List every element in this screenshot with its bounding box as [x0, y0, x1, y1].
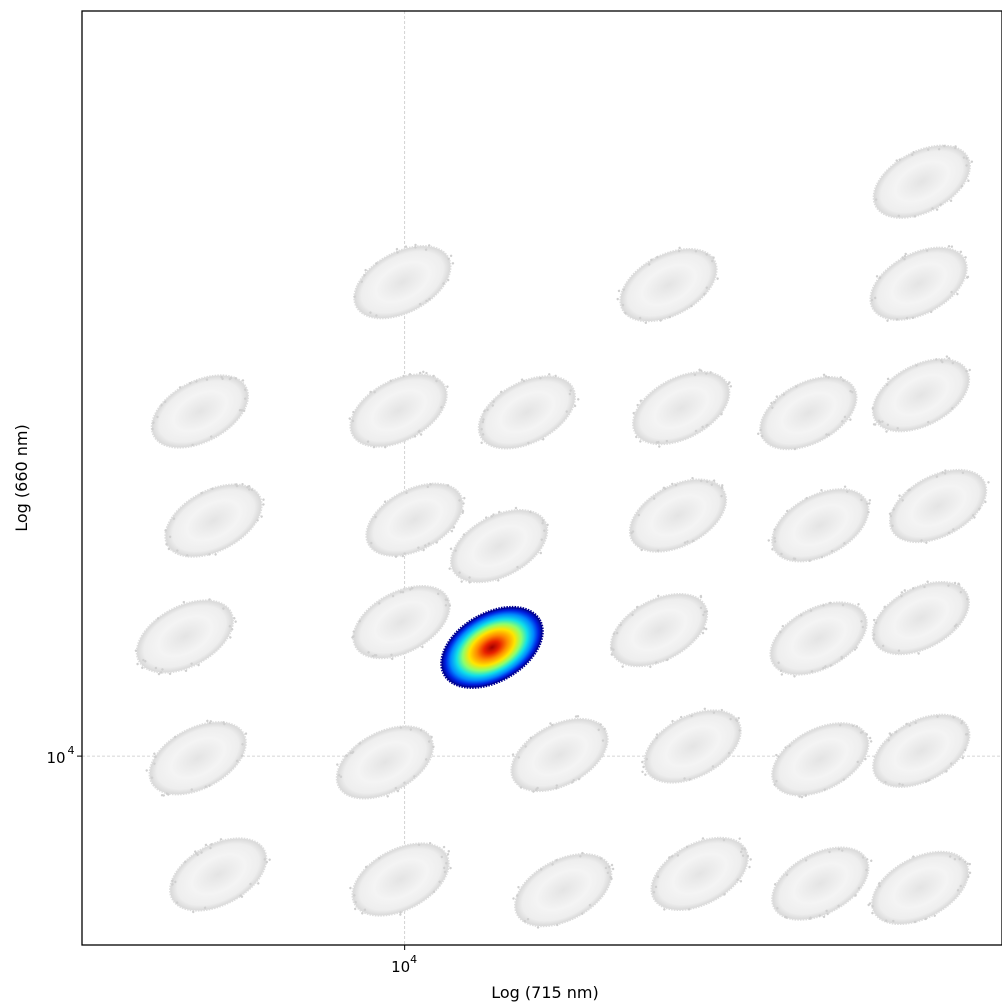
cluster-point — [872, 144, 974, 219]
ticks: 10 410 4 — [46, 744, 417, 976]
cluster-point — [164, 483, 265, 558]
cluster-point — [134, 598, 237, 676]
cluster-point — [353, 243, 455, 320]
x-tick-exponent: 4 — [410, 953, 417, 966]
cluster-point — [150, 374, 250, 449]
cluster-point — [365, 482, 466, 558]
cluster-point — [641, 707, 742, 784]
cluster-point — [872, 713, 971, 788]
cluster-point — [771, 722, 873, 799]
cluster-point — [609, 592, 709, 669]
plot-frame — [81, 10, 1002, 946]
cluster-point — [769, 601, 868, 678]
cluster-point — [771, 846, 873, 921]
cluster-point — [888, 468, 990, 544]
cluster-point — [871, 580, 970, 656]
clusters — [134, 144, 990, 929]
highlighted-cluster — [440, 605, 544, 689]
cluster-point — [767, 485, 872, 563]
cluster-point — [349, 841, 452, 917]
cluster-point — [628, 476, 728, 553]
cluster-point — [512, 851, 615, 929]
x-tick-label: 10 — [391, 958, 410, 976]
y-axis-label: Log (660 nm) — [12, 424, 31, 532]
cluster-point — [145, 719, 248, 797]
cluster-point — [757, 373, 858, 451]
grid — [82, 11, 1002, 945]
y-tick-label: 10 — [46, 749, 65, 767]
cluster-point — [348, 370, 449, 449]
cluster-point — [169, 837, 271, 914]
cluster-point — [477, 373, 580, 450]
cluster-point — [869, 245, 970, 322]
cluster-point — [867, 850, 972, 926]
cluster-point — [632, 368, 733, 448]
y-tick-exponent: 4 — [68, 744, 75, 757]
cluster-point — [616, 246, 719, 324]
cluster-point — [335, 725, 435, 800]
cluster-point — [650, 836, 752, 912]
x-axis-label: Log (715 nm) — [491, 983, 599, 1002]
cluster-point — [871, 355, 971, 433]
cluster-point — [510, 715, 609, 793]
